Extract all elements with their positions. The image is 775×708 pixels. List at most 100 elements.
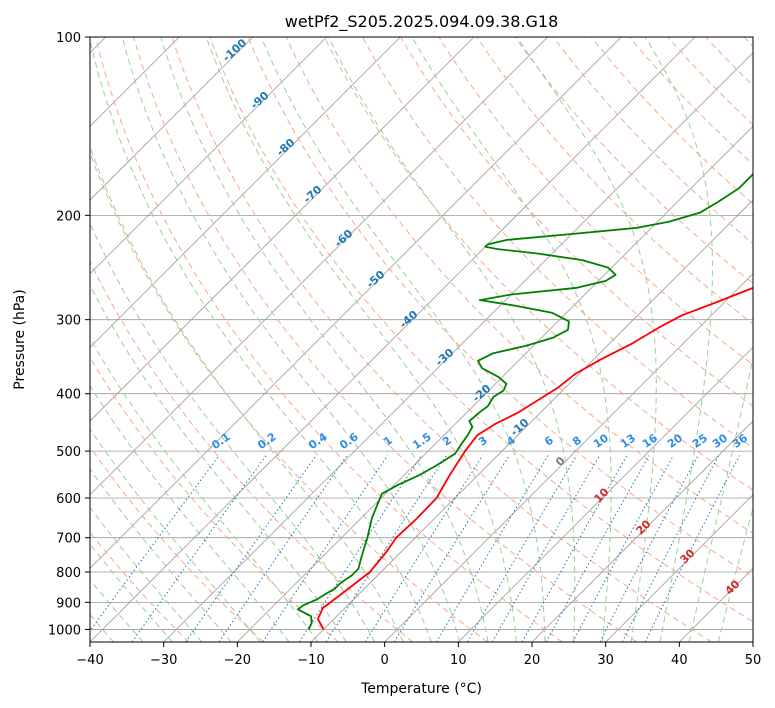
moist-adiabat-line: [644, 37, 713, 642]
isotherm-line: [90, 37, 696, 642]
moist-adiabat-label: 30: [678, 546, 698, 566]
moist-adiabat-line: [516, 37, 657, 642]
mixing-ratio-line: [393, 455, 510, 642]
isotherm-line: [90, 37, 548, 496]
mixing-ratio-label: 36: [730, 431, 750, 451]
dry-adiabat-line: [209, 37, 753, 623]
mixing-ratio-line: [491, 455, 601, 642]
moist-adiabat-line: [90, 221, 376, 642]
mixing-ratio-line: [131, 455, 267, 642]
x-tick-label: 0: [381, 653, 389, 668]
mixing-ratio-label: 6: [542, 433, 556, 448]
dry-adiabat-line: [323, 37, 753, 491]
dry-adiabat-line: [514, 37, 753, 285]
sounding-lines: [297, 172, 753, 630]
mixing-ratio-label: 2: [440, 434, 454, 449]
mixing-ratio-line: [435, 455, 549, 642]
mixing-ratio-label: 16: [640, 431, 660, 451]
y-tick-label: 700: [56, 532, 81, 547]
chart-title: wetPf2_S205.2025.094.09.38.G18: [285, 12, 559, 32]
dry-adiabat-line: [705, 37, 753, 87]
mixing-ratio-label: 1: [381, 434, 395, 449]
mixing-ratio-line: [185, 455, 317, 642]
dry-adiabat-line: [476, 37, 753, 325]
mixing-ratio-line: [545, 455, 650, 642]
temperature-line: [317, 286, 753, 630]
isotherm-line: [310, 199, 753, 642]
moist-adiabat-line: [90, 37, 432, 642]
y-tick-label: 300: [56, 314, 81, 329]
x-tick-label: 10: [450, 653, 467, 668]
isotherm-line: [90, 37, 254, 201]
mixing-ratio-line: [644, 455, 740, 642]
y-tick-label: 500: [56, 445, 81, 460]
dewpoint-line: [297, 172, 753, 630]
y-tick-label: 400: [56, 388, 81, 403]
dry-adiabat-label: -30: [433, 346, 457, 369]
mixing-ratio-label: 0.1: [209, 430, 232, 452]
mixing-ratio-label: 0.4: [306, 430, 330, 452]
dry-adiabat-line: [362, 37, 753, 449]
background-lines: [90, 37, 753, 642]
mixing-ratio-line: [325, 455, 447, 642]
dry-adiabat-line: [438, 37, 753, 366]
dry-adiabat-line: [247, 37, 753, 578]
dry-adiabat-line: [743, 37, 753, 48]
moist-adiabat-label: 40: [723, 577, 743, 597]
line-labels: -100-90-80-70-60-50-40-30-20-100.1 0.2 0.4…: [209, 36, 750, 597]
moist-adiabat-line: [260, 37, 546, 642]
y-tick-label: 900: [56, 596, 81, 611]
dry-adiabat-label: -90: [248, 89, 272, 112]
mixing-ratio-line: [298, 455, 422, 642]
moist-adiabat-line: [121, 37, 461, 642]
x-tick-label: 20: [524, 653, 541, 668]
isotherm-line: [458, 346, 753, 642]
dry-adiabat-label: -40: [397, 308, 421, 331]
moist-adiabat-line: [327, 37, 576, 642]
y-tick-label: 200: [56, 209, 81, 224]
isotherm-line: [752, 641, 753, 642]
moist-adiabat-line: [411, 37, 612, 642]
dry-adiabat-label: -70: [301, 183, 325, 206]
isotherm-line: [679, 567, 753, 642]
dry-adiabat-line: [133, 37, 638, 642]
dry-adiabat-line: [90, 356, 339, 642]
mixing-ratio-label: 20: [665, 431, 685, 451]
mixing-ratio-label: 10: [591, 431, 611, 451]
x-axis: −40 −30 −20 −10 0 10 20 30 40 50: [76, 642, 761, 668]
dry-adiabat-label: -60: [332, 227, 356, 250]
y-tick-label: 1000: [48, 623, 81, 638]
x-tick-label: 50: [745, 653, 762, 668]
moist-adiabat-line: [90, 144, 404, 642]
moist-adiabat-line: [688, 355, 753, 642]
dry-adiabat-line: [90, 151, 488, 642]
dry-adiabat-line: [95, 37, 563, 642]
dry-adiabat-line: [400, 37, 753, 407]
y-tick-label: 600: [56, 492, 81, 507]
x-tick-label: −20: [224, 653, 251, 668]
moist-adiabat-line: [205, 37, 517, 642]
mixing-ratio-line: [364, 455, 484, 642]
isotherm-line: [163, 52, 753, 642]
isotherm-line: [90, 37, 327, 275]
plot-frame: [89, 36, 754, 643]
mixing-ratio-line: [218, 455, 348, 642]
dry-adiabat-line: [171, 37, 712, 642]
isotherm-line: [237, 125, 753, 642]
isotherm-line: [531, 420, 753, 642]
moist-adiabat-line: [90, 384, 290, 642]
moist-adiabat-line: [90, 543, 173, 642]
isotherm-line: [90, 37, 475, 422]
dry-adiabat-label: -100: [220, 36, 249, 64]
y-axis-label: Pressure (hPa): [12, 289, 28, 389]
moist-adiabat-line: [90, 337, 319, 642]
moist-adiabat-line: [90, 468, 232, 642]
moist-adiabat-line: [90, 578, 144, 642]
dry-adiabat-line: [629, 37, 753, 165]
y-tick-label: 800: [56, 566, 81, 581]
y-axis: 100 200 300 400 500 600 700 800 900 1000: [48, 31, 90, 638]
mixing-ratio-line: [599, 455, 699, 642]
y-tick-label: 100: [56, 31, 81, 46]
dry-adiabat-line: [90, 445, 264, 642]
